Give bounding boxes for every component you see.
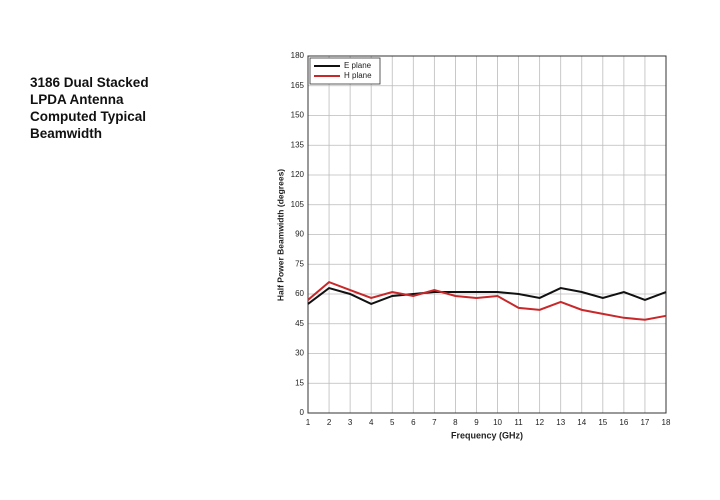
plot-frame — [307, 55, 667, 414]
y-tick-label: 120 — [291, 170, 305, 179]
x-axis-label: Frequency (GHz) — [451, 430, 523, 440]
y-tick-label: 180 — [291, 51, 305, 60]
x-tick-label: 2 — [327, 418, 332, 427]
y-tick-label: 45 — [295, 319, 304, 328]
x-tick-label: 3 — [348, 418, 353, 427]
x-tick-label: 6 — [411, 418, 416, 427]
y-tick-label: 135 — [291, 140, 305, 149]
y-tick-label: 60 — [295, 289, 304, 298]
x-tick-label: 8 — [453, 418, 458, 427]
y-tick-label: 15 — [295, 378, 304, 387]
x-tick-label: 13 — [556, 418, 565, 427]
x-tick-label: 12 — [535, 418, 544, 427]
series-line — [307, 280, 667, 321]
x-tick-label: 9 — [474, 418, 479, 427]
x-tick-label: 11 — [514, 418, 523, 427]
legend-label: H plane — [344, 71, 372, 80]
x-tick-label: 10 — [493, 418, 502, 427]
y-tick-label: 150 — [291, 111, 305, 120]
x-tick-label: 15 — [598, 418, 607, 427]
y-tick-label: 105 — [291, 200, 305, 209]
x-tick-label: 1 — [306, 418, 311, 427]
y-tick-label: 90 — [295, 230, 304, 239]
x-tick-label: 4 — [369, 418, 374, 427]
x-tick-label: 17 — [640, 418, 649, 427]
y-tick-label: 0 — [300, 408, 305, 417]
heading-line: LPDA Antenna — [30, 92, 124, 107]
heading-line: 3186 Dual Stacked — [30, 75, 149, 90]
x-tick-label: 7 — [432, 418, 437, 427]
heading: 3186 Dual Stacked LPDA Antenna Computed … — [30, 74, 149, 142]
x-tick-label: 5 — [390, 418, 395, 427]
x-tick-label: 16 — [619, 418, 628, 427]
series-line — [307, 286, 667, 306]
legend-box — [309, 57, 381, 85]
heading-line: Beamwidth — [30, 126, 103, 141]
y-axis-label: Half Power Beamwidth (degrees) — [275, 169, 285, 301]
y-tick-label: 30 — [295, 349, 304, 358]
y-tick-label: 75 — [295, 259, 304, 268]
heading-line: Computed Typical — [30, 109, 147, 124]
x-tick-label: 14 — [577, 418, 586, 427]
x-tick-label: 18 — [662, 418, 671, 427]
legend-label: E plane — [344, 61, 372, 70]
y-tick-label: 165 — [291, 81, 305, 90]
